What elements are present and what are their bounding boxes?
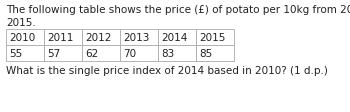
Text: 62: 62 xyxy=(85,49,98,58)
Bar xyxy=(196,46,234,61)
Text: 2015: 2015 xyxy=(199,33,225,43)
Text: 83: 83 xyxy=(161,49,174,58)
Text: 85: 85 xyxy=(199,49,212,58)
Bar xyxy=(44,46,82,61)
Text: 2014: 2014 xyxy=(161,33,187,43)
Text: 2010: 2010 xyxy=(9,33,35,43)
Text: 2013: 2013 xyxy=(123,33,149,43)
Text: What is the single price index of 2014 based in 2010? (1 d.p.): What is the single price index of 2014 b… xyxy=(6,65,328,75)
Bar xyxy=(158,46,196,61)
Text: The following table shows the price (£) of potato per 10kg from 2010 until: The following table shows the price (£) … xyxy=(6,5,350,15)
Bar xyxy=(158,30,196,46)
Text: 2011: 2011 xyxy=(47,33,74,43)
Text: 55: 55 xyxy=(9,49,22,58)
Bar xyxy=(6,30,44,46)
Bar xyxy=(44,30,82,46)
Text: 2015.: 2015. xyxy=(6,18,36,28)
Text: 2012: 2012 xyxy=(85,33,111,43)
Bar xyxy=(120,46,158,61)
Bar xyxy=(120,30,158,46)
Bar xyxy=(196,30,234,46)
Text: 70: 70 xyxy=(123,49,136,58)
Bar xyxy=(82,46,120,61)
Text: 57: 57 xyxy=(47,49,60,58)
Bar xyxy=(82,30,120,46)
Bar xyxy=(6,46,44,61)
